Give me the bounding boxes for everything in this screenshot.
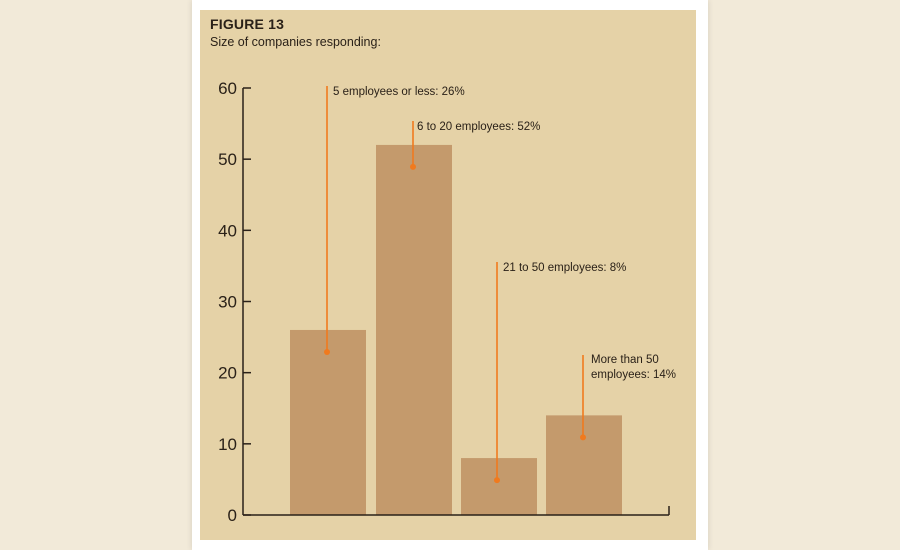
bar: [376, 144, 452, 515]
data-label: 5 employees or less: 26%: [333, 86, 465, 98]
callout-dot: [580, 434, 586, 441]
data-label: 6 to 20 employees: 52%: [417, 121, 540, 133]
data-label: 21 to 50 employees: 8%: [503, 262, 626, 274]
y-tick-label: 60: [218, 79, 237, 98]
y-tick-label: 30: [218, 293, 237, 312]
figure-subtitle: Size of companies responding:: [210, 35, 381, 49]
bar: [290, 329, 366, 515]
figure-title: FIGURE 13: [210, 16, 285, 32]
y-tick-label: 20: [218, 364, 237, 383]
y-tick-label: 50: [218, 150, 237, 169]
callout-dot: [494, 477, 500, 484]
callout-dot: [324, 348, 330, 355]
y-tick-label: 40: [218, 221, 237, 240]
figure-panel: FIGURE 13 Size of companies responding: …: [200, 10, 696, 540]
y-tick-label: 10: [218, 435, 237, 454]
callout-dot: [410, 163, 416, 170]
bar: [461, 458, 537, 515]
bar: [546, 415, 622, 515]
data-label: More than 50: [591, 354, 659, 366]
data-label: employees: 14%: [591, 369, 676, 381]
bar-chart: 0 10 20 30 40 50 60 5 employees or less: 26% 6 t…: [218, 79, 676, 525]
y-tick-label: 0: [228, 506, 237, 525]
